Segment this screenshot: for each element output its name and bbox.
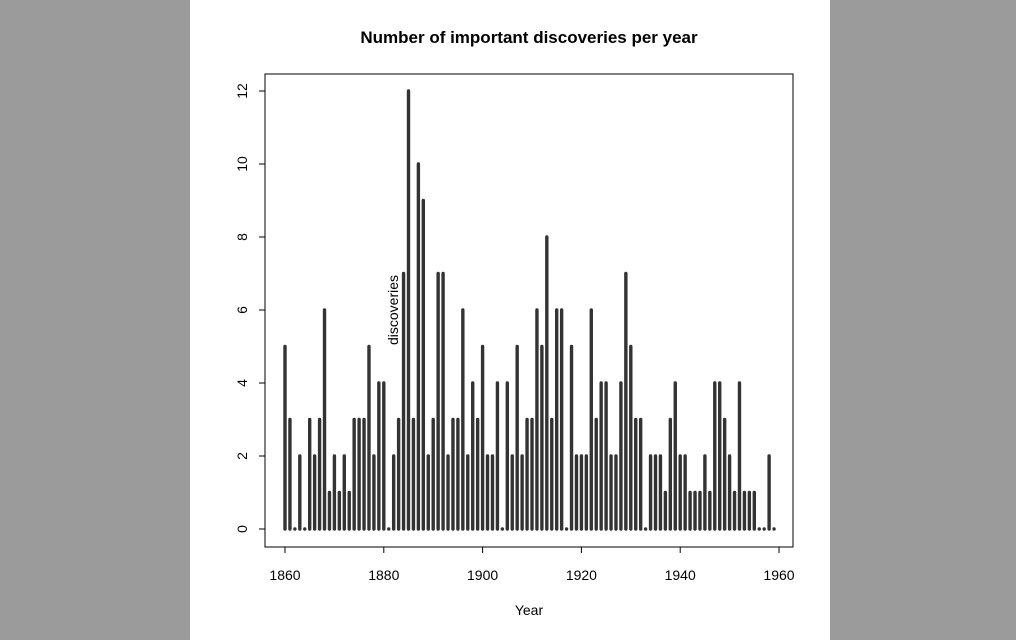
y-tick-label: 0 [234, 525, 250, 533]
y-axis-label: discoveries [385, 275, 401, 345]
plot-panel: Number of important discoveries per year… [190, 0, 830, 640]
x-tick-label: 1960 [763, 567, 794, 583]
x-tick-label: 1920 [566, 567, 597, 583]
y-tick-label: 8 [234, 233, 250, 241]
x-tick-label: 1900 [467, 567, 498, 583]
y-tick-label: 6 [234, 306, 250, 314]
chart: Number of important discoveries per year… [234, 28, 795, 618]
y-tick-label: 2 [234, 452, 250, 460]
y-tick-label: 12 [234, 83, 250, 99]
x-axis: 1860 1880 1900 1920 1940 1960 [269, 546, 795, 583]
y-tick-label: 4 [234, 379, 250, 387]
y-axis: 0 2 4 6 8 10 12 [234, 83, 266, 533]
x-tick-label: 1940 [665, 567, 696, 583]
x-axis-label: Year [515, 602, 544, 618]
bars [283, 89, 776, 531]
x-tick-label: 1860 [269, 567, 300, 583]
x-tick-label: 1880 [368, 567, 399, 583]
chart-title: Number of important discoveries per year [360, 28, 698, 47]
y-tick-label: 10 [234, 156, 250, 172]
